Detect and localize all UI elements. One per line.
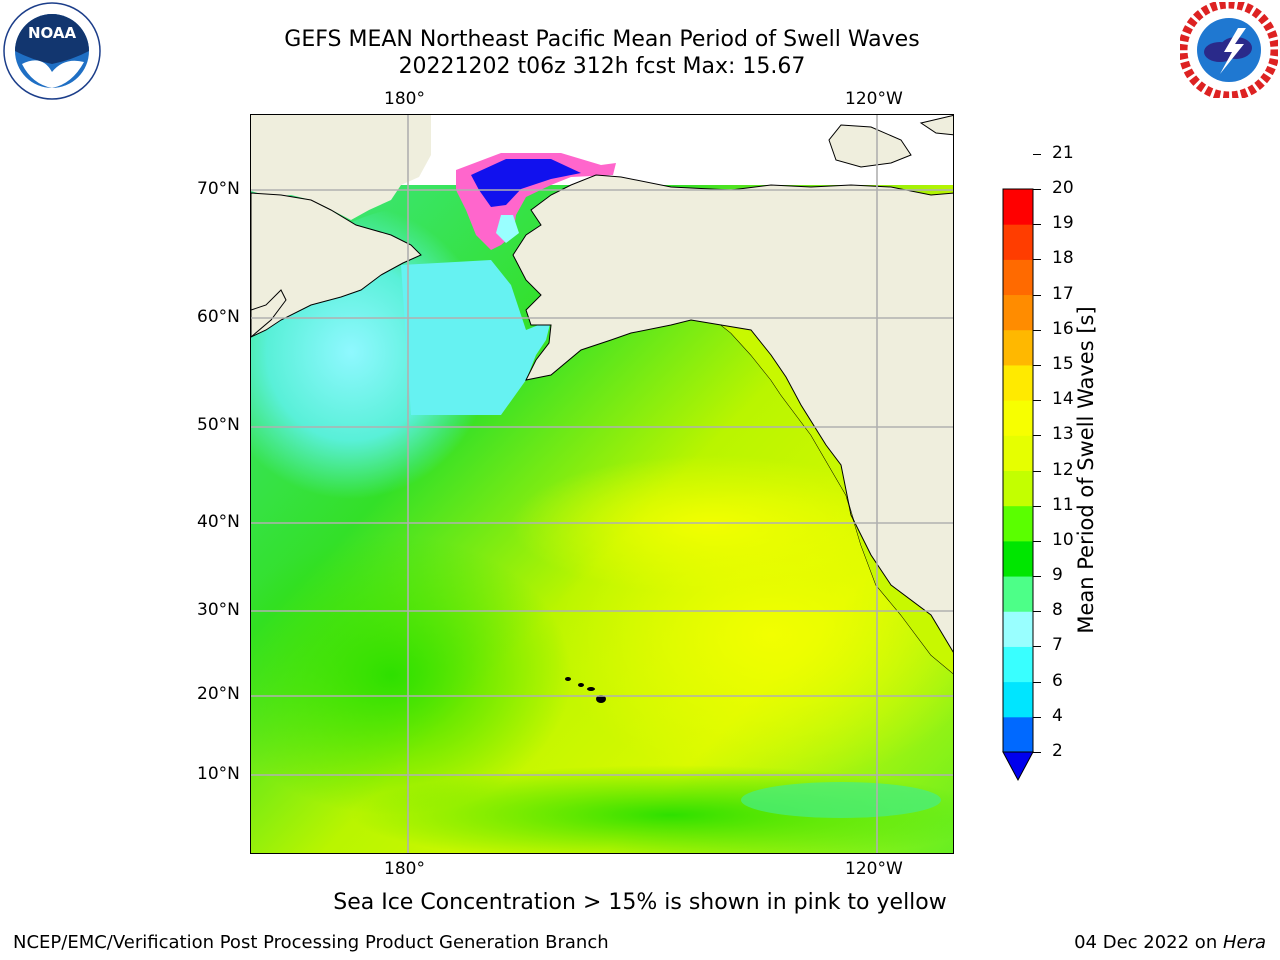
footer-date: 04 Dec 2022 on Hera	[1074, 932, 1266, 953]
colorbar-segment	[1003, 646, 1033, 683]
siberia-land	[251, 192, 422, 338]
colorbar-svg	[1002, 188, 1034, 782]
colorbar-tick-mark	[1033, 470, 1041, 472]
colorbar-tick-mark	[1033, 752, 1041, 753]
colorbar-segment	[1003, 435, 1033, 471]
lon-label-bottom-180: 180°	[384, 859, 425, 879]
colorbar-segment	[1003, 681, 1033, 718]
colorbar-tick-mark	[1033, 646, 1041, 648]
colorbar-segment	[1003, 400, 1033, 436]
colorbar-tick-mark	[1033, 400, 1041, 402]
map-panel	[250, 114, 954, 854]
lat-label-60n: 60°N	[197, 307, 240, 327]
sea-ice-core	[471, 159, 581, 207]
kamchatka-land	[251, 289, 287, 338]
arctic-island	[828, 124, 912, 168]
lon-label-top-120w: 120°W	[845, 89, 903, 109]
colorbar-tick-label: 4	[1052, 705, 1063, 726]
sea-ice-note: Sea Ice Concentration > 15% is shown in …	[333, 890, 947, 915]
colorbar-tick-label: 10	[1052, 529, 1074, 550]
colorbar-tick-label: 20	[1052, 178, 1074, 198]
west-coast-line	[720, 324, 953, 653]
colorbar-tick-label: 18	[1052, 248, 1074, 269]
colorbar-segment	[1003, 611, 1033, 647]
colorbar-segment	[1003, 540, 1033, 577]
map-gridlines	[251, 115, 953, 853]
colorbar-tick-label: 16	[1052, 318, 1074, 339]
lat-label-70n: 70°N	[197, 179, 240, 199]
colorbar-label: Mean Period of Swell Waves [s]	[1074, 306, 1098, 634]
colorbar-segment	[1003, 259, 1033, 296]
long-period-region-2	[511, 455, 911, 595]
colorbar-tick-mark	[1033, 716, 1041, 718]
noaa-logo: NOAA	[2, 2, 102, 100]
colorbar-segment	[1003, 505, 1033, 542]
ice-gap	[496, 215, 519, 243]
siberia-land-top	[251, 115, 431, 220]
colorbar-tick-label: 8	[1052, 600, 1063, 621]
colorbar-tick-label: 19	[1052, 213, 1074, 234]
colorbar-tick-mark	[1033, 611, 1041, 613]
colorbar-tick-mark	[1033, 224, 1041, 226]
colorbar-tick-label: 17	[1052, 283, 1074, 304]
colorbar-tick-mark	[1033, 189, 1041, 190]
colorbar-tick-label: 9	[1052, 565, 1063, 586]
chart-title: GEFS MEAN Northeast Pacific Mean Period …	[284, 27, 920, 52]
colorbar	[1000, 187, 1036, 787]
colorbar-tick-mark	[1033, 505, 1041, 507]
colorbar-tick-label: 15	[1052, 353, 1074, 374]
coastal-ocean-strip	[721, 325, 953, 674]
colorbar-tick-label: 13	[1052, 424, 1074, 445]
colorbar-segment	[1003, 329, 1033, 366]
colorbar-segment	[1003, 576, 1033, 612]
lat-label-40n: 40°N	[197, 512, 240, 532]
colorbar-segment	[1003, 364, 1033, 401]
colorbar-tick-label: 7	[1052, 635, 1063, 656]
mid-period-region	[251, 535, 571, 815]
lat-label-30n: 30°N	[197, 600, 240, 620]
colorbar-tick-mark	[1033, 294, 1041, 296]
lat-label-50n: 50°N	[197, 415, 240, 435]
lon-label-top-180: 180°	[384, 89, 425, 109]
colorbar-tick-label: 2	[1052, 741, 1063, 761]
southeast-swell-band	[741, 782, 941, 818]
footer-host: Hera	[1222, 932, 1266, 953]
colorbar-tick-mark	[1033, 259, 1041, 261]
map-svg	[251, 115, 953, 853]
colorbar-tick-label: 11	[1052, 494, 1074, 515]
colorbar-segment	[1003, 470, 1033, 507]
arctic-island-2	[919, 115, 953, 136]
colorbar-tick-label: 12	[1052, 459, 1074, 480]
colorbar-tick-label: 21	[1052, 142, 1074, 163]
hawaii-islands	[565, 677, 606, 703]
colorbar-segment	[1003, 716, 1033, 753]
colorbar-segment	[1003, 224, 1033, 260]
colorbar-tick-mark	[1033, 329, 1041, 331]
colorbar-tick-mark	[1033, 576, 1041, 578]
chart-subtitle: 20221202 t06z 312h fcst Max: 15.67	[398, 54, 806, 79]
lon-label-bottom-120w: 120°W	[845, 859, 903, 879]
footer-credit: NCEP/EMC/Verification Post Processing Pr…	[13, 932, 609, 953]
colorbar-tick-mark	[1033, 681, 1041, 683]
footer-date-text: 04 Dec 2022 on	[1074, 932, 1223, 953]
nws-logo	[1178, 0, 1280, 101]
colorbar-tick-label: 14	[1052, 389, 1074, 410]
colorbar-tick-label: 6	[1052, 670, 1063, 691]
colorbar-segment	[1003, 294, 1033, 331]
lat-label-20n: 20°N	[197, 684, 240, 704]
lat-label-10n: 10°N	[197, 764, 240, 784]
colorbar-tick-mark	[1033, 153, 1041, 155]
colorbar-tick-mark	[1033, 364, 1041, 366]
bering-sea	[401, 260, 551, 415]
colorbar-tick-mark	[1033, 540, 1041, 542]
colorbar-extend-min	[1002, 751, 1034, 782]
noaa-logo-text: NOAA	[28, 24, 77, 42]
colorbar-tick-mark	[1033, 435, 1041, 437]
colorbar-segment	[1003, 189, 1033, 225]
